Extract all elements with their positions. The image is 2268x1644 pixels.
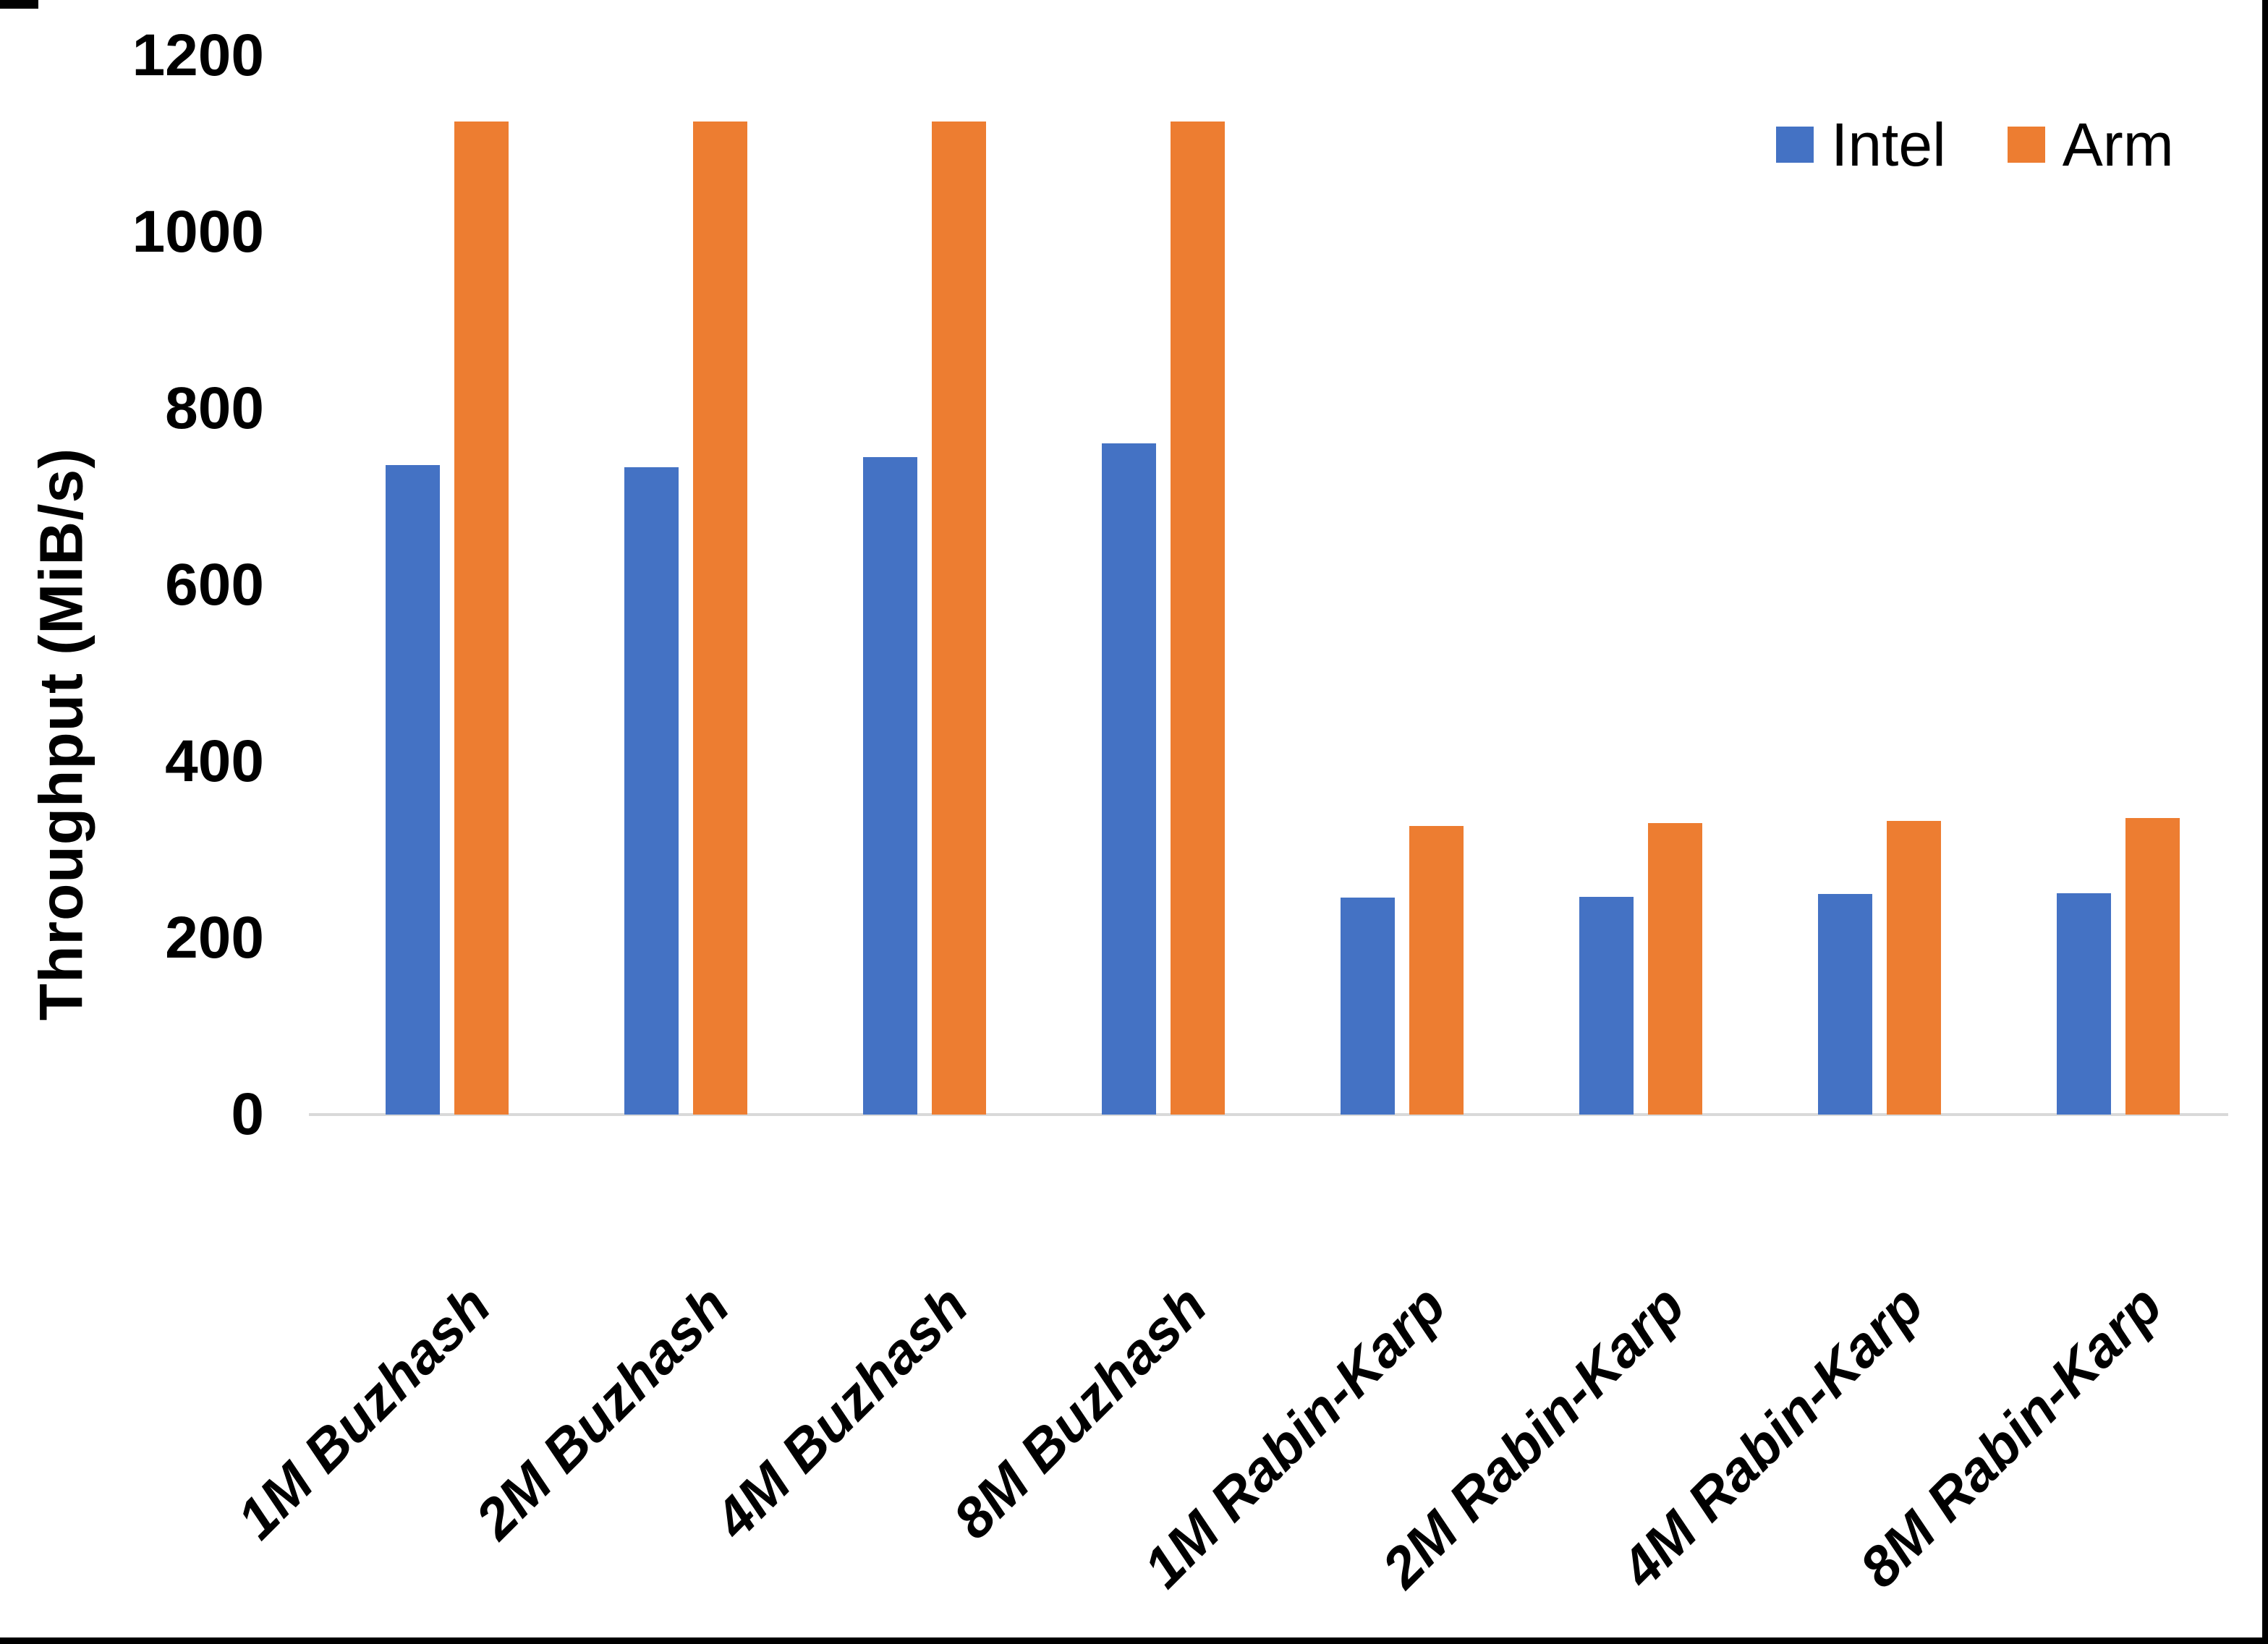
arm-legend-swatch-icon <box>2007 127 2045 163</box>
bar-intel-8m-buzhash <box>1102 443 1156 1115</box>
x-axis-category-label: 8M Buzhash <box>940 1273 1219 1551</box>
y-axis-tick-label: 400 <box>165 728 264 794</box>
intel-legend-label: Intel <box>1831 110 1946 179</box>
bar-arm-4m-rabin-karp <box>1887 821 1941 1115</box>
bar-intel-8m-rabin-karp <box>2057 893 2111 1115</box>
bar-arm-4m-buzhash <box>932 122 986 1115</box>
y-axis-tick-label: 1200 <box>132 22 264 88</box>
x-axis-baseline <box>309 1113 2228 1116</box>
bar-intel-1m-rabin-karp <box>1341 898 1395 1115</box>
screen-edge-artifact-top-left <box>0 0 38 9</box>
x-axis-category-label: 2M Buzhash <box>463 1273 742 1551</box>
bar-arm-8m-buzhash <box>1171 122 1225 1115</box>
x-axis-category-label: 1M Buzhash <box>224 1273 503 1551</box>
y-axis-tick-label: 200 <box>165 905 264 971</box>
bar-arm-2m-rabin-karp <box>1648 823 1702 1115</box>
y-axis-tick-label: 600 <box>165 552 264 618</box>
y-axis-tick-label: 800 <box>165 375 264 441</box>
bar-intel-1m-buzhash <box>386 465 440 1115</box>
bar-intel-2m-buzhash <box>624 467 679 1115</box>
bar-arm-8m-rabin-karp <box>2125 818 2180 1115</box>
bar-intel-4m-rabin-karp <box>1818 894 1872 1115</box>
y-axis-tick-label: 0 <box>231 1081 264 1147</box>
y-axis-tick-label: 1000 <box>132 199 264 265</box>
screen-edge-artifact-bottom <box>0 1637 2268 1644</box>
intel-legend-swatch-icon <box>1776 127 1814 163</box>
x-axis-category-label: 4M Buzhash <box>702 1273 980 1551</box>
bar-arm-1m-buzhash <box>454 122 509 1115</box>
screen-edge-artifact-right <box>2262 0 2268 1644</box>
bar-intel-4m-buzhash <box>863 457 917 1115</box>
arm-legend-label: Arm <box>2062 110 2174 179</box>
bar-arm-1m-rabin-karp <box>1409 826 1464 1115</box>
bar-arm-2m-buzhash <box>693 122 747 1115</box>
chart-legend: Intel Arm <box>1776 108 2174 181</box>
bar-intel-2m-rabin-karp <box>1579 897 1634 1115</box>
